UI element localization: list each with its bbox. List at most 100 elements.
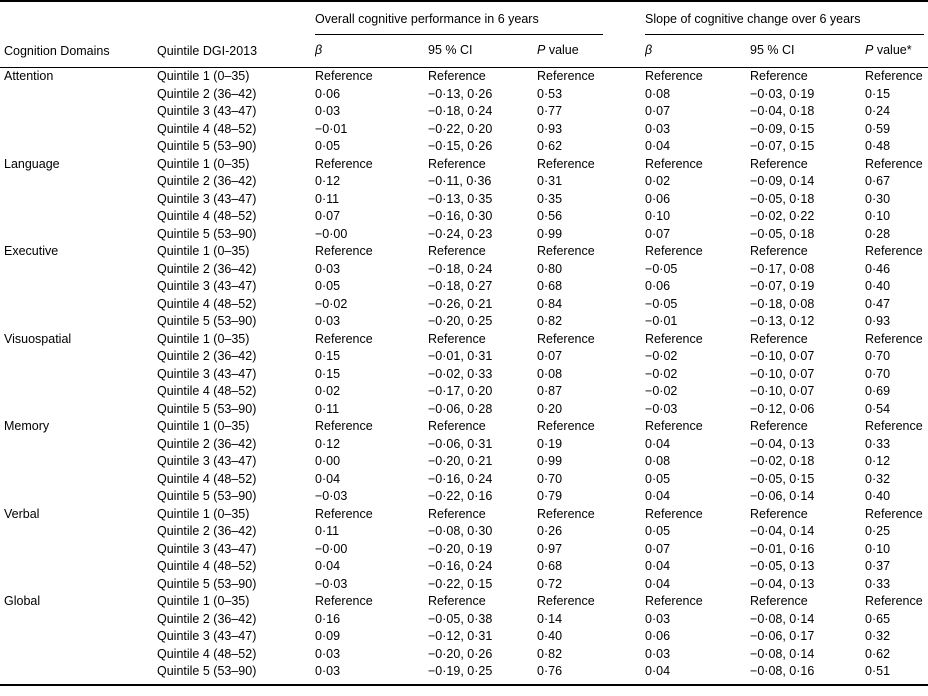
table-row: Quintile 2 (36–42) 0·06 −0·13, 0·26 0·53… <box>0 86 928 104</box>
table-row: Quintile 3 (43–47) −0·00 −0·20, 0·19 0·9… <box>0 541 928 559</box>
domain-label <box>0 488 157 506</box>
overall-beta-value: 0·03 <box>315 104 341 118</box>
overall-ci-value: −0·01, 0·31 <box>428 349 493 363</box>
quintile-label: Quintile 1 (0–35) <box>157 331 250 346</box>
slope-ci-value: Reference <box>750 419 808 433</box>
domain-label <box>0 663 157 685</box>
domain-label <box>0 453 157 471</box>
slope-beta-value: −0·01 <box>645 314 678 328</box>
table-row: Quintile 5 (53–90) −0·03 −0·22, 0·15 0·7… <box>0 576 928 594</box>
slope-ci-value: −0·01, 0·16 <box>750 541 815 556</box>
table-body: Attention Quintile 1 (0–35) Reference Re… <box>0 68 928 685</box>
slope-ci-value: −0·17, 0·08 <box>750 261 815 276</box>
domain-label: Memory <box>4 419 50 433</box>
slope-ci-value: −0·07, 0·19 <box>750 279 815 293</box>
table-row: Quintile 4 (48–52) −0·02 −0·26, 0·21 0·8… <box>0 296 928 314</box>
group-header-overall: Overall cognitive performance in 6 years <box>315 1 645 35</box>
slope-p-value: 0·10 <box>865 209 891 223</box>
quintile-label: Quintile 3 (43–47) <box>157 541 257 556</box>
slope-ci-value: −0·02, 0·18 <box>750 454 815 468</box>
col-header-quintile-dgi: Quintile DGI-2013 <box>157 1 315 68</box>
overall-beta-value: −0·00 <box>315 541 348 556</box>
slope-ci-value: −0·09, 0·15 <box>750 121 815 136</box>
overall-ci-value: −0·05, 0·38 <box>428 611 493 626</box>
slope-beta-value: 0·06 <box>645 191 671 206</box>
slope-beta-value: 0·07 <box>645 226 671 241</box>
overall-beta-value: 0·03 <box>315 646 341 661</box>
table-row: Quintile 4 (48–52) 0·07 −0·16, 0·30 0·56… <box>0 208 928 226</box>
slope-ci-value: −0·13, 0·12 <box>750 314 815 328</box>
domain-label <box>0 86 157 104</box>
overall-ci-value: Reference <box>428 506 486 521</box>
quintile-label: Quintile 5 (53–90) <box>157 314 257 328</box>
overall-ci-value: −0·16, 0·24 <box>428 471 493 486</box>
overall-p-value: Reference <box>537 594 595 608</box>
overall-beta-value: 0·02 <box>315 384 341 398</box>
table-row: Quintile 5 (53–90) 0·03 −0·19, 0·25 0·76… <box>0 663 928 685</box>
slope-ci-value: −0·05, 0·18 <box>750 191 815 206</box>
quintile-label: Quintile 1 (0–35) <box>157 69 250 83</box>
slope-ci-value: Reference <box>750 594 808 608</box>
slope-p-value: 0·70 <box>865 366 891 381</box>
slope-beta-value: Reference <box>645 419 703 433</box>
overall-p-value: 0·26 <box>537 524 563 538</box>
quintile-label: Quintile 2 (36–42) <box>157 261 257 276</box>
overall-p-value: 0·20 <box>537 401 563 416</box>
slope-ci-value: −0·05, 0·13 <box>750 559 815 573</box>
quintile-label: Quintile 5 (53–90) <box>157 401 257 416</box>
slope-beta-value: 0·06 <box>645 279 671 293</box>
domain-label <box>0 628 157 646</box>
slope-ci-value: −0·09, 0·14 <box>750 174 815 188</box>
slope-p-value: 0·59 <box>865 121 891 136</box>
slope-ci-value: −0·04, 0·13 <box>750 436 815 451</box>
overall-beta-value: 0·12 <box>315 436 341 451</box>
slope-beta-value: 0·04 <box>645 489 671 503</box>
domain-label <box>0 401 157 419</box>
overall-beta-value: −0·03 <box>315 576 348 591</box>
domain-label: Language <box>4 156 60 171</box>
overall-beta-value: 0·11 <box>315 191 340 206</box>
table-row: Quintile 4 (48–52) 0·04 −0·16, 0·24 0·70… <box>0 471 928 489</box>
subcol-overall-beta: β <box>315 35 428 68</box>
overall-p-value: 0·68 <box>537 279 563 293</box>
overall-p-value: 0·72 <box>537 576 563 591</box>
overall-p-value: 0·77 <box>537 104 563 118</box>
subcol-overall-pvalue: P value <box>537 35 646 68</box>
slope-ci-value: −0·06, 0·14 <box>750 489 815 503</box>
overall-ci-value: Reference <box>428 69 486 83</box>
slope-p-value: 0·25 <box>865 524 891 538</box>
slope-p-value: 0·62 <box>865 646 891 661</box>
slope-beta-value: −0·05 <box>645 261 678 276</box>
slope-ci-value: Reference <box>750 244 808 258</box>
table-row: Language Quintile 1 (0–35) Reference Ref… <box>0 156 928 174</box>
domain-label <box>0 576 157 594</box>
group-header-slope-label: Slope of cognitive change over 6 years <box>645 11 925 35</box>
overall-p-value: 0·80 <box>537 261 563 276</box>
slope-ci-value: −0·06, 0·17 <box>750 629 815 643</box>
group-header-slope: Slope of cognitive change over 6 years <box>645 1 928 35</box>
table-row: Quintile 4 (48–52) 0·02 −0·17, 0·20 0·87… <box>0 383 928 401</box>
slope-p-value: 0·32 <box>865 471 891 486</box>
overall-p-value: 0·31 <box>537 174 563 188</box>
overall-p-value: 0·84 <box>537 296 563 311</box>
slope-p-value: Reference <box>865 594 923 608</box>
subcol-slope-pvalue: P value* <box>865 35 928 68</box>
overall-ci-value: −0·15, 0·26 <box>428 139 493 153</box>
slope-p-value: 0·24 <box>865 104 891 118</box>
table-row: Quintile 2 (36–42) 0·15 −0·01, 0·31 0·07… <box>0 348 928 366</box>
overall-ci-value: −0·22, 0·20 <box>428 121 493 136</box>
table-row: Quintile 3 (43–47) 0·09 −0·12, 0·31 0·40… <box>0 628 928 646</box>
slope-ci-value: −0·04, 0·13 <box>750 576 815 591</box>
overall-beta-value: 0·11 <box>315 401 340 416</box>
domain-label <box>0 173 157 191</box>
quintile-label: Quintile 3 (43–47) <box>157 191 257 206</box>
overall-ci-value: −0·06, 0·31 <box>428 436 493 451</box>
col-header-cognition-domains-label: Cognition Domains <box>4 44 110 58</box>
domain-label: Visuospatial <box>4 331 72 346</box>
table-row: Visuospatial Quintile 1 (0–35) Reference… <box>0 331 928 349</box>
table-row: Quintile 3 (43–47) 0·15 −0·02, 0·33 0·08… <box>0 366 928 384</box>
overall-beta-value: Reference <box>315 419 373 433</box>
overall-ci-value: Reference <box>428 156 486 171</box>
overall-ci-value: −0·17, 0·20 <box>428 384 493 398</box>
slope-beta-value: 0·05 <box>645 524 671 538</box>
